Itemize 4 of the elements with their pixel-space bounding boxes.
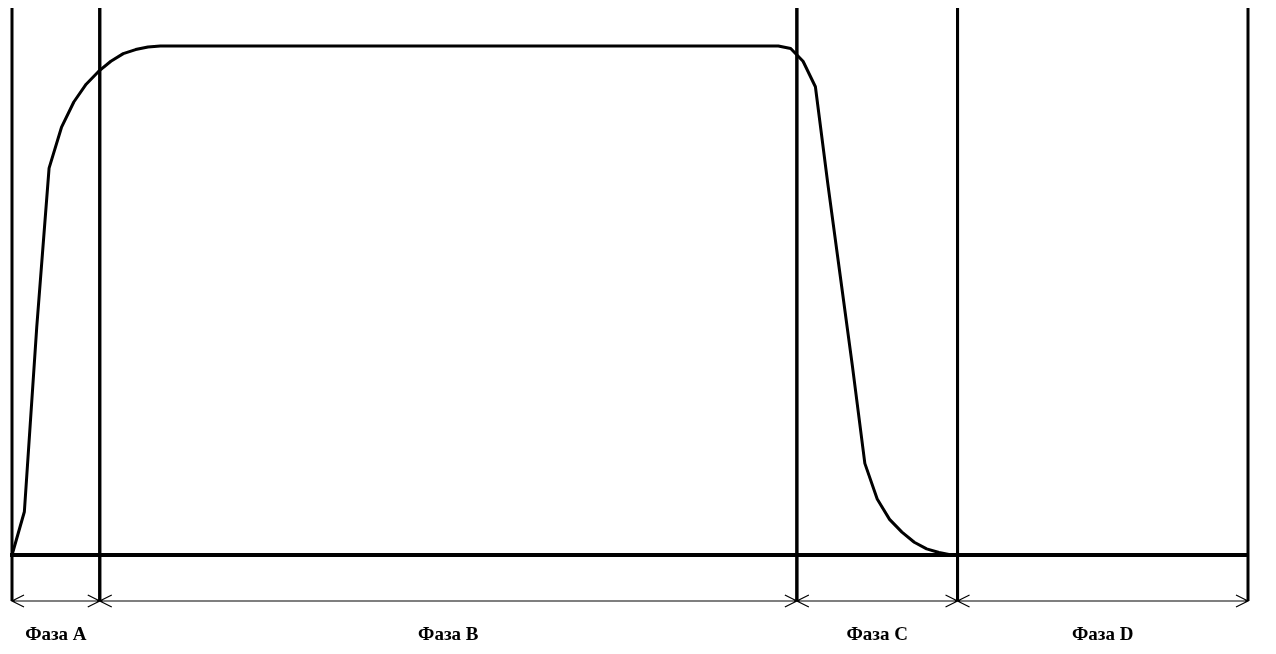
text: Фаза A — [25, 622, 87, 644]
text: Фаза C — [846, 622, 908, 644]
text: Фаза B — [418, 622, 479, 644]
text: Фаза D — [1072, 622, 1134, 644]
